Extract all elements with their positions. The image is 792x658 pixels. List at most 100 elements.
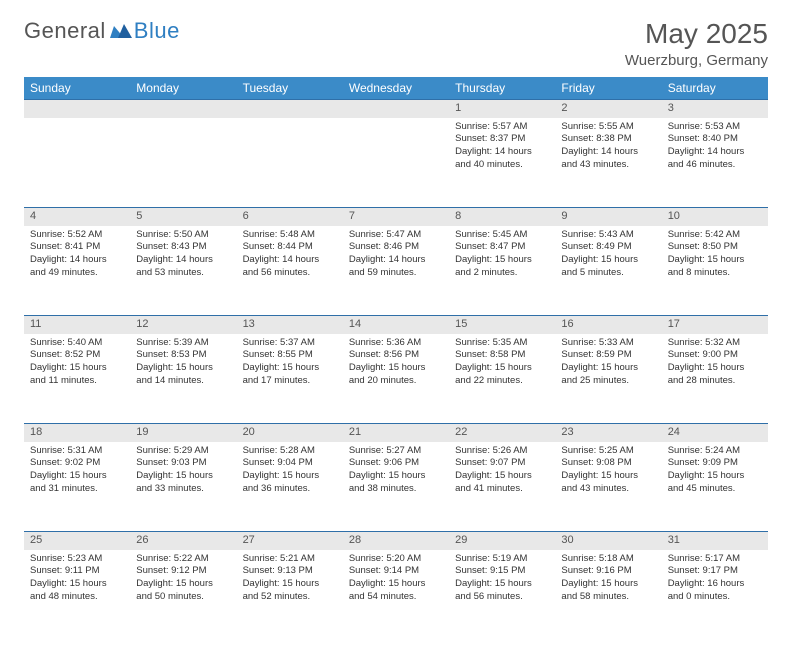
week-body-row: Sunrise: 5:57 AMSunset: 8:37 PMDaylight:… [24, 118, 768, 208]
sunset-text: Sunset: 9:06 PM [349, 457, 443, 470]
sunrise-text: Sunrise: 5:17 AM [668, 553, 762, 566]
sunset-text: Sunset: 8:40 PM [668, 133, 762, 146]
day-details: Sunrise: 5:20 AMSunset: 9:14 PMDaylight:… [343, 550, 449, 608]
day-body-cell: Sunrise: 5:28 AMSunset: 9:04 PMDaylight:… [237, 442, 343, 532]
daylight-text: and 38 minutes. [349, 483, 443, 496]
day-number: 24 [662, 424, 768, 440]
daylight-text: and 59 minutes. [349, 267, 443, 280]
daylight-text: Daylight: 15 hours [668, 362, 762, 375]
sunrise-text: Sunrise: 5:55 AM [561, 121, 655, 134]
day-number: 11 [24, 316, 130, 332]
daylight-text: Daylight: 15 hours [243, 470, 337, 483]
daylight-text: Daylight: 14 hours [561, 146, 655, 159]
sunset-text: Sunset: 8:38 PM [561, 133, 655, 146]
daylight-text: and 31 minutes. [30, 483, 124, 496]
day-details: Sunrise: 5:28 AMSunset: 9:04 PMDaylight:… [237, 442, 343, 500]
daylight-text: Daylight: 15 hours [136, 470, 230, 483]
day-number-cell: 9 [555, 208, 661, 226]
day-body-cell: Sunrise: 5:20 AMSunset: 9:14 PMDaylight:… [343, 550, 449, 640]
calendar-body: 123Sunrise: 5:57 AMSunset: 8:37 PMDaylig… [24, 100, 768, 640]
day-number-cell: 13 [237, 316, 343, 334]
day-body-cell: Sunrise: 5:40 AMSunset: 8:52 PMDaylight:… [24, 334, 130, 424]
sunrise-text: Sunrise: 5:21 AM [243, 553, 337, 566]
day-number-cell: 18 [24, 424, 130, 442]
day-number-cell: 6 [237, 208, 343, 226]
daylight-text: Daylight: 15 hours [349, 578, 443, 591]
brand-part2: Blue [134, 18, 180, 44]
day-number-cell [130, 100, 236, 118]
daylight-text: and 56 minutes. [243, 267, 337, 280]
day-details: Sunrise: 5:52 AMSunset: 8:41 PMDaylight:… [24, 226, 130, 284]
day-number: 10 [662, 208, 768, 224]
daylight-text: Daylight: 14 hours [30, 254, 124, 267]
sunrise-text: Sunrise: 5:40 AM [30, 337, 124, 350]
weekday-header: Sunday [24, 77, 130, 100]
sunset-text: Sunset: 8:58 PM [455, 349, 549, 362]
day-body-cell: Sunrise: 5:21 AMSunset: 9:13 PMDaylight:… [237, 550, 343, 640]
daylight-text: and 40 minutes. [455, 159, 549, 172]
daylight-text: Daylight: 15 hours [349, 362, 443, 375]
day-number: 20 [237, 424, 343, 440]
daylight-text: and 56 minutes. [455, 591, 549, 604]
day-body-cell: Sunrise: 5:43 AMSunset: 8:49 PMDaylight:… [555, 226, 661, 316]
day-details: Sunrise: 5:24 AMSunset: 9:09 PMDaylight:… [662, 442, 768, 500]
day-body-cell: Sunrise: 5:31 AMSunset: 9:02 PMDaylight:… [24, 442, 130, 532]
day-number-cell: 19 [130, 424, 236, 442]
sunset-text: Sunset: 9:12 PM [136, 565, 230, 578]
day-body-cell: Sunrise: 5:53 AMSunset: 8:40 PMDaylight:… [662, 118, 768, 208]
day-number: 22 [449, 424, 555, 440]
sunrise-text: Sunrise: 5:32 AM [668, 337, 762, 350]
calendar-table: Sunday Monday Tuesday Wednesday Thursday… [24, 77, 768, 640]
sunrise-text: Sunrise: 5:43 AM [561, 229, 655, 242]
day-body-cell: Sunrise: 5:57 AMSunset: 8:37 PMDaylight:… [449, 118, 555, 208]
day-number-cell: 26 [130, 532, 236, 550]
daylight-text: Daylight: 15 hours [561, 362, 655, 375]
day-number: 3 [662, 100, 768, 116]
day-details: Sunrise: 5:26 AMSunset: 9:07 PMDaylight:… [449, 442, 555, 500]
daylight-text: Daylight: 16 hours [668, 578, 762, 591]
sunset-text: Sunset: 9:08 PM [561, 457, 655, 470]
day-body-cell [237, 118, 343, 208]
daylight-text: Daylight: 14 hours [243, 254, 337, 267]
day-number-cell: 2 [555, 100, 661, 118]
daylight-text: and 11 minutes. [30, 375, 124, 388]
daylight-text: Daylight: 15 hours [243, 362, 337, 375]
day-details: Sunrise: 5:29 AMSunset: 9:03 PMDaylight:… [130, 442, 236, 500]
sunrise-text: Sunrise: 5:29 AM [136, 445, 230, 458]
sunset-text: Sunset: 9:02 PM [30, 457, 124, 470]
day-number: 5 [130, 208, 236, 224]
day-body-cell: Sunrise: 5:19 AMSunset: 9:15 PMDaylight:… [449, 550, 555, 640]
sunrise-text: Sunrise: 5:27 AM [349, 445, 443, 458]
daylight-text: Daylight: 15 hours [349, 470, 443, 483]
day-number: 13 [237, 316, 343, 332]
sunrise-text: Sunrise: 5:42 AM [668, 229, 762, 242]
daylight-text: and 45 minutes. [668, 483, 762, 496]
day-number-cell: 8 [449, 208, 555, 226]
day-details: Sunrise: 5:40 AMSunset: 8:52 PMDaylight:… [24, 334, 130, 392]
day-body-cell: Sunrise: 5:42 AMSunset: 8:50 PMDaylight:… [662, 226, 768, 316]
sunset-text: Sunset: 9:15 PM [455, 565, 549, 578]
sunrise-text: Sunrise: 5:22 AM [136, 553, 230, 566]
daylight-text: and 53 minutes. [136, 267, 230, 280]
day-number-cell: 21 [343, 424, 449, 442]
sunset-text: Sunset: 9:09 PM [668, 457, 762, 470]
day-body-cell: Sunrise: 5:52 AMSunset: 8:41 PMDaylight:… [24, 226, 130, 316]
day-number-cell: 4 [24, 208, 130, 226]
brand-mark-icon [110, 18, 132, 44]
day-body-cell: Sunrise: 5:26 AMSunset: 9:07 PMDaylight:… [449, 442, 555, 532]
sunrise-text: Sunrise: 5:45 AM [455, 229, 549, 242]
sunrise-text: Sunrise: 5:23 AM [30, 553, 124, 566]
sunset-text: Sunset: 8:55 PM [243, 349, 337, 362]
day-details: Sunrise: 5:48 AMSunset: 8:44 PMDaylight:… [237, 226, 343, 284]
day-body-cell [130, 118, 236, 208]
week-daynum-row: 25262728293031 [24, 532, 768, 550]
sunrise-text: Sunrise: 5:31 AM [30, 445, 124, 458]
day-number: 17 [662, 316, 768, 332]
calendar-header-row: Sunday Monday Tuesday Wednesday Thursday… [24, 77, 768, 100]
sunset-text: Sunset: 8:49 PM [561, 241, 655, 254]
daylight-text: and 14 minutes. [136, 375, 230, 388]
day-number-cell [237, 100, 343, 118]
day-details: Sunrise: 5:55 AMSunset: 8:38 PMDaylight:… [555, 118, 661, 176]
day-number-cell: 16 [555, 316, 661, 334]
day-number-cell: 3 [662, 100, 768, 118]
